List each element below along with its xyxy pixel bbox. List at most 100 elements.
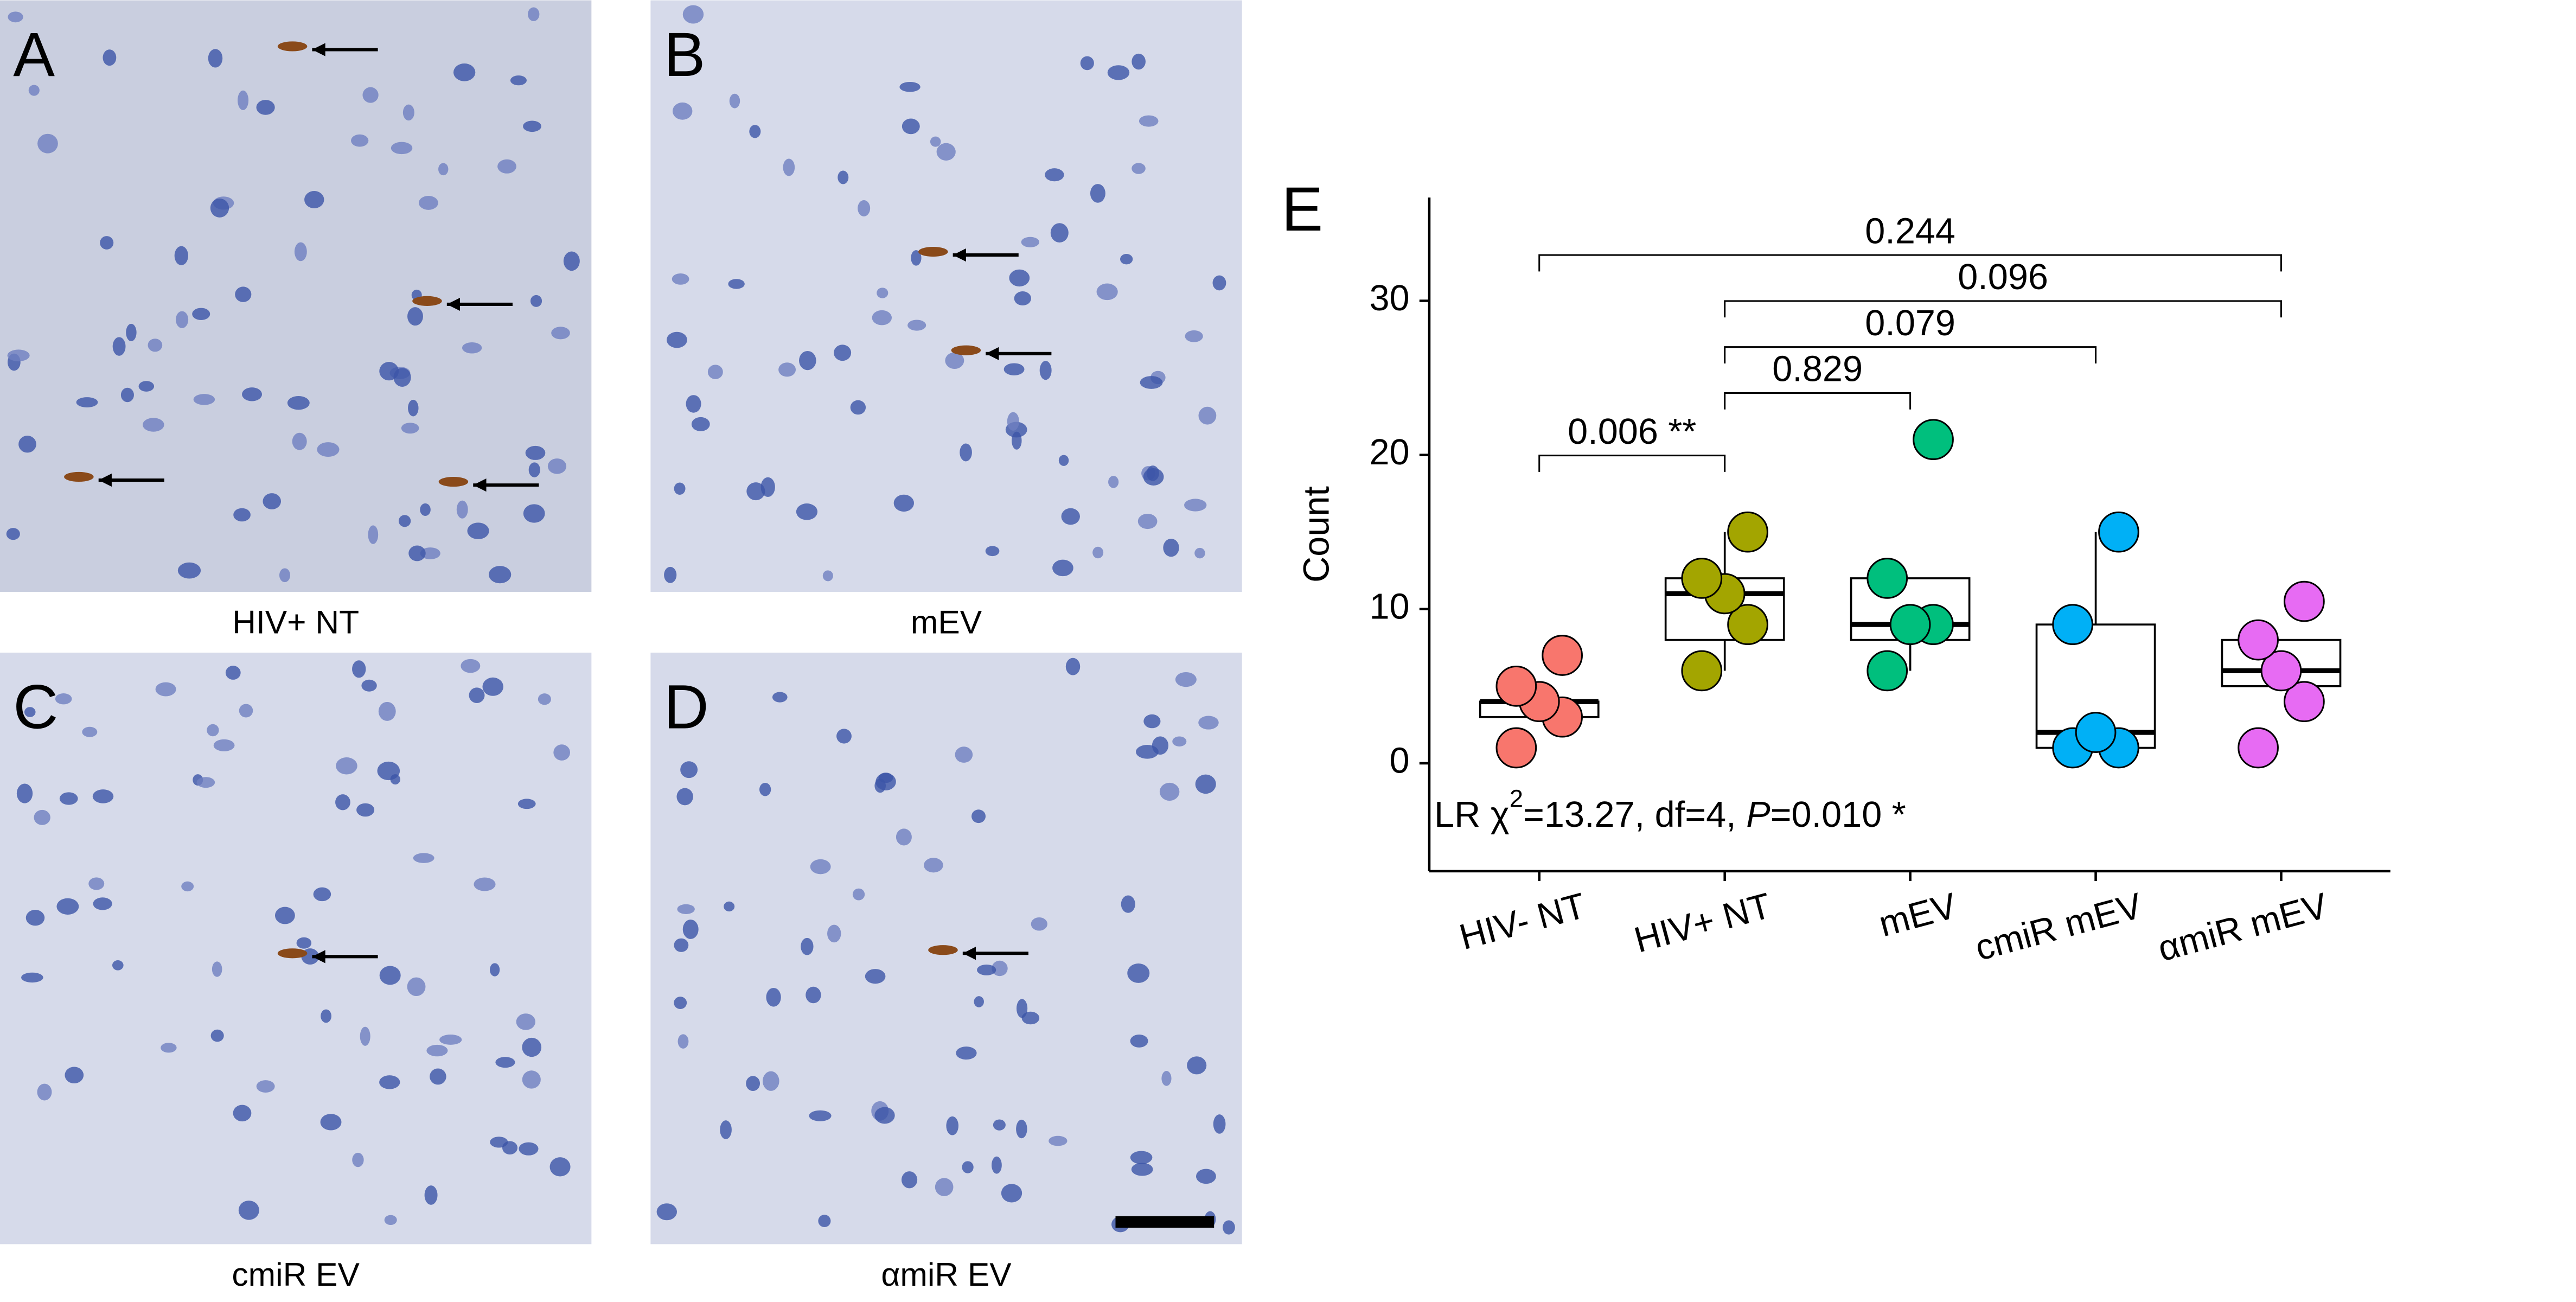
nucleus (523, 120, 541, 132)
point (2052, 604, 2094, 646)
nucleus (674, 482, 686, 495)
nucleus (974, 996, 984, 1007)
nucleus (1120, 254, 1133, 265)
nucleus (352, 1152, 364, 1167)
nucleus (56, 898, 79, 915)
nucleus (1016, 1119, 1027, 1139)
nucleus (1065, 658, 1081, 675)
nucleus (391, 142, 413, 155)
nucleus (1184, 499, 1207, 512)
nucleus (313, 887, 331, 902)
nucleus (1080, 56, 1094, 71)
nucleus (1198, 406, 1217, 425)
point (2284, 681, 2325, 723)
nucleus (528, 462, 540, 477)
nucleus (977, 964, 996, 975)
nucleus (398, 515, 411, 527)
nucleus (408, 399, 419, 417)
nucleus (100, 236, 114, 250)
stain (928, 945, 958, 955)
stain (64, 471, 94, 482)
nucleus (911, 250, 922, 266)
nucleus (1163, 539, 1179, 557)
y-axis-label: Count (1297, 486, 1337, 583)
nucleus (827, 924, 841, 943)
nucleus (893, 494, 914, 512)
nucleus (92, 789, 114, 803)
nucleus (822, 570, 833, 582)
panel-letter: B (664, 20, 706, 90)
annotation-part: P (1746, 794, 1770, 834)
nucleus (497, 159, 516, 174)
nucleus (379, 362, 399, 381)
nucleus (88, 877, 105, 890)
nucleus (93, 897, 112, 910)
arrow-head (473, 478, 487, 492)
nucleus (1045, 168, 1064, 182)
annotation-part: LR (1434, 794, 1491, 834)
nucleus (1009, 269, 1030, 287)
point (1727, 511, 1768, 553)
arrow-head (98, 473, 112, 487)
nucleus (55, 693, 72, 705)
nucleus (865, 969, 886, 984)
y-tick-label: 10 (1370, 586, 1410, 627)
y-tick-label: 20 (1370, 432, 1410, 473)
arrow-head (312, 43, 325, 56)
nucleus (528, 7, 540, 21)
nucleus (858, 200, 871, 216)
nucleus (525, 445, 546, 460)
nucleus (1212, 275, 1226, 291)
nucleus (420, 547, 440, 560)
nucleus (563, 251, 580, 271)
nucleus (210, 1029, 224, 1042)
bracket-label: 0.079 (1865, 303, 1955, 343)
nucleus (1198, 716, 1219, 730)
nucleus (667, 331, 687, 348)
nucleus (274, 907, 295, 924)
nucleus (759, 782, 771, 796)
nucleus (192, 308, 210, 320)
nucleus (902, 118, 920, 135)
x-tick-label: HIV+ NT (1630, 885, 1775, 960)
nucleus (18, 436, 36, 453)
nucleus (1175, 672, 1197, 687)
nucleus (516, 1013, 536, 1030)
nucleus (1127, 963, 1150, 983)
nucleus (1017, 999, 1028, 1018)
panel-caption: HIV+ NT (232, 604, 359, 641)
nucleus (875, 773, 896, 790)
nucleus (28, 85, 40, 96)
nucleus (1132, 163, 1146, 174)
nucleus (955, 746, 973, 763)
nucleus (1001, 1184, 1022, 1203)
nucleus (707, 365, 723, 379)
nucleus (356, 803, 375, 817)
nucleus (155, 682, 176, 697)
nucleus (899, 81, 921, 92)
nucleus (235, 286, 252, 302)
nucleus (1039, 361, 1052, 380)
nucleus (233, 508, 251, 522)
nucleus (1146, 465, 1159, 481)
nucleus (37, 1083, 52, 1101)
bracket-label: 0.829 (1772, 349, 1863, 390)
nucleus (1031, 917, 1047, 931)
nucleus (674, 938, 689, 952)
nucleus (896, 828, 912, 846)
point (1867, 650, 1908, 692)
nucleus (489, 566, 512, 584)
nucleus (810, 859, 831, 875)
nucleus (1152, 736, 1169, 755)
nucleus (317, 442, 340, 457)
nucleus (1187, 1056, 1207, 1075)
bracket (1724, 346, 2097, 363)
nucleus (320, 1114, 342, 1131)
point (1867, 558, 1908, 599)
bracket-label: 0.006 ** (1568, 412, 1696, 452)
nucleus (872, 310, 892, 326)
nucleus (112, 337, 126, 356)
nucleus (469, 687, 485, 703)
nucleus (212, 961, 222, 977)
